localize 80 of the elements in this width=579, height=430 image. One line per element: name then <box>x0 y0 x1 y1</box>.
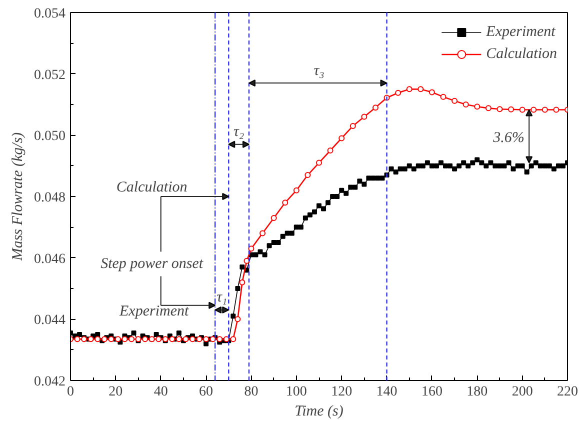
point <box>244 258 250 264</box>
annotation: τ₂ <box>234 124 244 140</box>
point <box>74 336 80 342</box>
legend-label: Calculation <box>486 46 557 62</box>
x-axis-title: Time (s) <box>294 404 344 420</box>
point <box>216 336 223 342</box>
point <box>230 336 236 342</box>
annotation: τ₃ <box>314 62 324 79</box>
x-tick-label: 140 <box>376 384 398 400</box>
point <box>327 148 334 154</box>
point <box>189 336 196 342</box>
point <box>452 98 458 104</box>
point <box>270 214 277 221</box>
point <box>239 279 246 286</box>
point <box>553 106 560 113</box>
point <box>496 106 503 112</box>
x-tick-label: 60 <box>199 384 214 400</box>
y-tick-label: 0.042 <box>34 374 66 390</box>
point <box>94 336 101 342</box>
point <box>210 336 216 342</box>
point <box>88 336 94 342</box>
point <box>304 172 311 178</box>
x-tick-label: 80 <box>244 384 258 400</box>
annotation: τ₁ <box>216 290 228 306</box>
y-tick-label: 0.054 <box>34 6 66 22</box>
legend-label: Experiment <box>486 24 556 40</box>
point <box>474 104 480 110</box>
x-tick-label: 220 <box>557 384 578 400</box>
point <box>223 336 230 342</box>
x-tick-label: 0 <box>67 384 74 400</box>
point <box>128 336 134 342</box>
point <box>156 336 162 342</box>
point <box>485 105 492 112</box>
point <box>122 336 128 342</box>
point <box>196 336 202 342</box>
x-tick-label: 180 <box>466 384 488 400</box>
point <box>395 90 402 96</box>
point <box>338 135 345 142</box>
point <box>108 336 114 342</box>
x-tick-label: 200 <box>512 384 533 400</box>
point <box>519 106 526 113</box>
point <box>176 336 182 342</box>
point <box>440 94 446 100</box>
point <box>114 336 121 342</box>
x-tick-label: 40 <box>154 384 168 400</box>
point <box>142 336 148 342</box>
point <box>260 230 266 236</box>
annotation: Calculation <box>116 179 188 196</box>
y-tick-label: 0.046 <box>34 252 66 267</box>
y-tick-label: 0.052 <box>34 68 66 83</box>
x-tick-label: 120 <box>331 384 352 400</box>
point <box>418 86 424 92</box>
point <box>508 106 514 112</box>
point <box>428 89 435 96</box>
x-tick-label: 20 <box>108 384 123 400</box>
point <box>406 86 412 92</box>
point <box>182 336 189 342</box>
x-tick-label: 160 <box>421 384 442 400</box>
point <box>462 102 469 108</box>
annotation: Experiment <box>118 304 190 320</box>
point <box>282 200 288 206</box>
y-axis-title: Mass Flowrate (kg/s) <box>10 132 26 262</box>
point <box>372 104 378 111</box>
y-tick-label: 0.048 <box>34 190 66 206</box>
point <box>169 336 176 342</box>
point <box>203 336 210 342</box>
point <box>542 106 548 113</box>
point <box>293 187 300 194</box>
point <box>101 336 108 342</box>
x-tick-label: 100 <box>286 384 307 400</box>
annotation: Step power onset <box>100 256 204 272</box>
point <box>316 160 322 166</box>
y-tick-label: 0.044 <box>34 313 66 328</box>
point <box>234 316 241 322</box>
point <box>530 106 537 113</box>
annotation: 3.6% <box>492 130 524 146</box>
point <box>248 246 254 252</box>
y-tick-label: 0.050 <box>34 129 66 144</box>
point <box>361 114 368 120</box>
point <box>350 122 356 129</box>
